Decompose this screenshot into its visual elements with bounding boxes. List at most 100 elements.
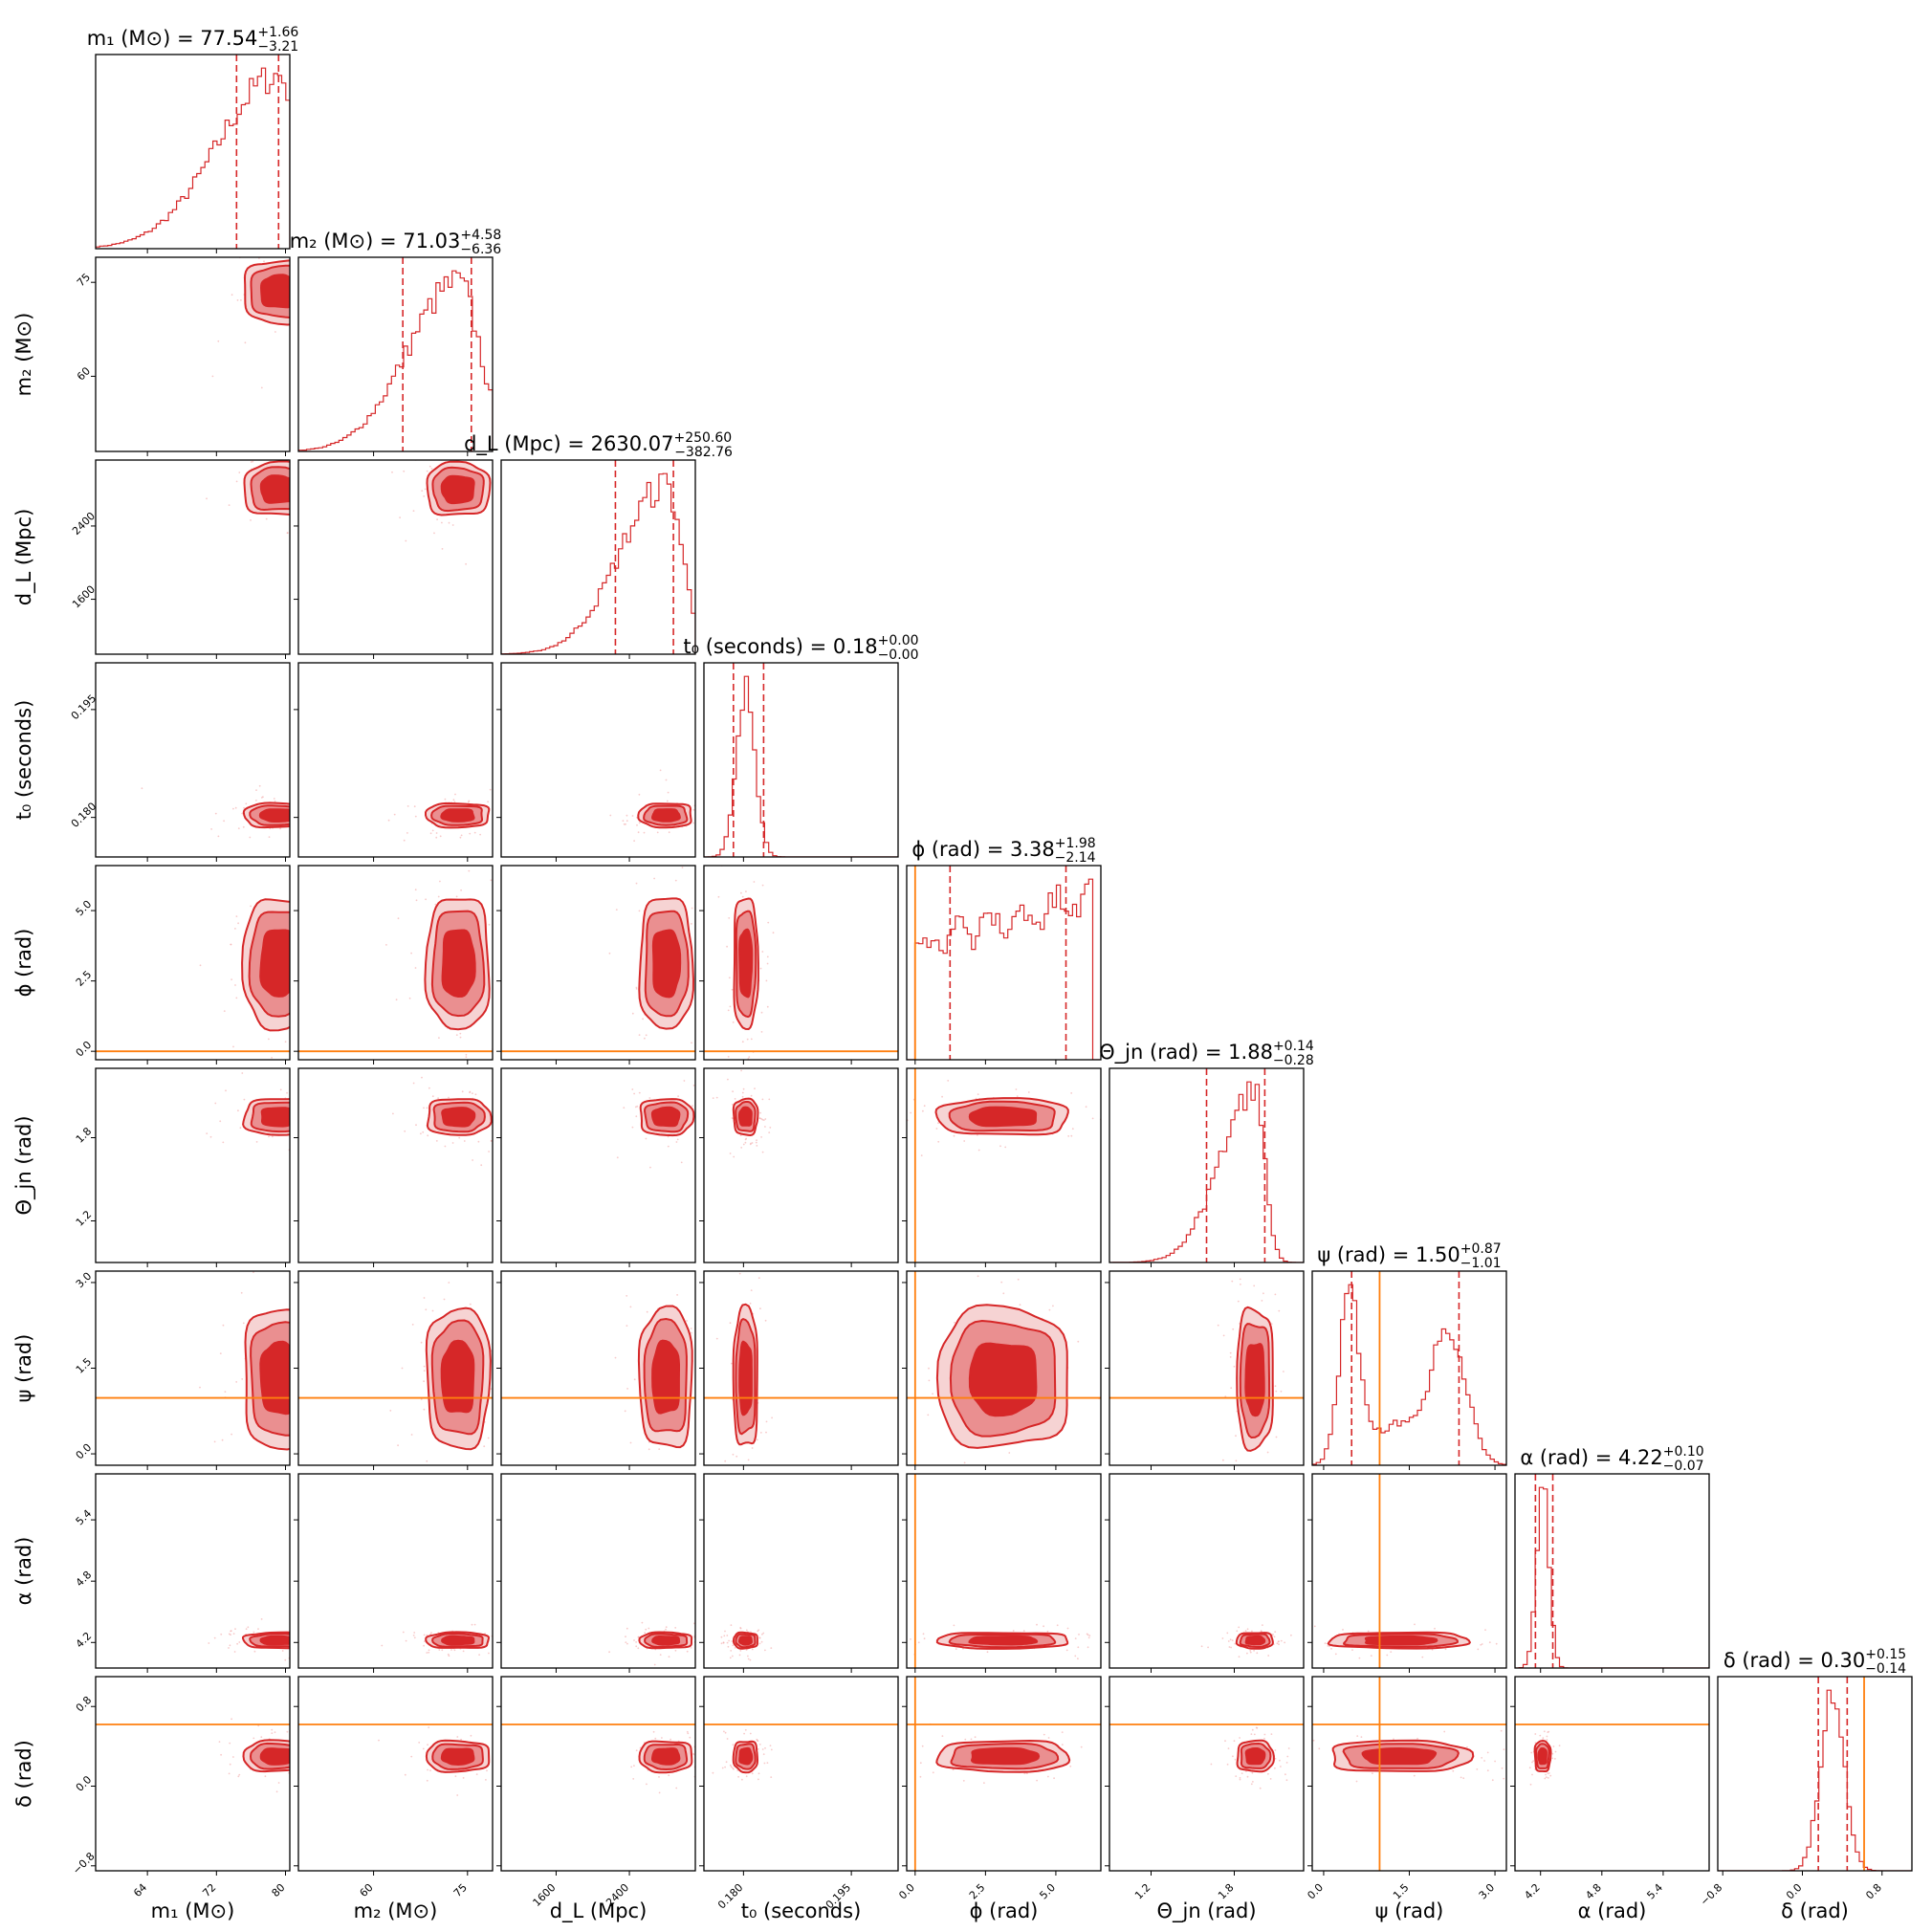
- sample-point: [1284, 1743, 1286, 1745]
- sample-point: [488, 923, 491, 926]
- sample-point: [468, 869, 471, 872]
- x-tick-label-delta: −0.8: [1698, 1881, 1724, 1908]
- sample-point: [494, 1446, 495, 1448]
- sample-point: [1253, 1733, 1256, 1736]
- sample-point: [730, 1386, 732, 1388]
- sample-point: [274, 801, 276, 802]
- sample-point: [634, 1106, 637, 1109]
- sample-point: [217, 835, 220, 838]
- sample-point: [986, 1651, 989, 1654]
- panel-frame: [1514, 1473, 1710, 1669]
- sample-point: [235, 480, 238, 483]
- sample-point: [622, 820, 625, 823]
- sample-point: [900, 1758, 902, 1760]
- sample-point: [732, 1767, 734, 1769]
- sample-point: [468, 800, 471, 802]
- sample-point: [520, 1777, 522, 1779]
- sample-point: [402, 1631, 405, 1634]
- sample-point: [291, 1630, 293, 1632]
- sample-point: [452, 799, 455, 801]
- sample-point: [1274, 1757, 1277, 1760]
- sample-point: [736, 1769, 739, 1771]
- x-tick-label-m2: 60: [358, 1881, 376, 1899]
- sample-point: [486, 1769, 488, 1772]
- sample-point: [231, 294, 233, 296]
- panel-frame: [906, 1067, 1102, 1263]
- sample-point: [648, 1448, 650, 1451]
- sample-point: [1431, 1648, 1434, 1651]
- sample-point: [317, 489, 318, 491]
- sample-point: [260, 1618, 263, 1620]
- sample-point: [299, 295, 301, 296]
- sample-point: [238, 1773, 241, 1776]
- y-tick-label-dL: 2400: [70, 510, 98, 538]
- sample-point: [343, 1424, 345, 1426]
- sample-point: [722, 1641, 725, 1644]
- sample-point: [1279, 1247, 1281, 1249]
- sample-point: [633, 1765, 635, 1767]
- sample-point: [726, 1641, 729, 1644]
- sample-point: [478, 1654, 480, 1656]
- sample-point: [1232, 1755, 1234, 1758]
- sample-point: [311, 1752, 313, 1754]
- sample-point: [315, 927, 317, 929]
- sample-point: [324, 492, 326, 494]
- sample-point: [1356, 1735, 1359, 1737]
- sample-point: [1306, 1637, 1308, 1639]
- sample-point: [746, 1038, 749, 1041]
- sample-point: [318, 988, 319, 990]
- sample-point: [318, 1772, 320, 1774]
- sample-point: [479, 833, 481, 836]
- histogram-phi: [907, 878, 1101, 1060]
- sample-point: [461, 1090, 464, 1093]
- sample-point: [655, 1248, 657, 1250]
- sample-point: [1245, 1770, 1247, 1772]
- sample-point: [928, 1367, 930, 1370]
- sample-point: [638, 822, 641, 824]
- sample-point: [340, 534, 341, 536]
- sample-point: [293, 1756, 295, 1758]
- sample-point: [645, 1137, 648, 1140]
- sample-point: [1500, 1729, 1503, 1732]
- sample-point: [260, 386, 263, 389]
- contour-inner: [441, 1635, 475, 1646]
- sample-point: [697, 925, 699, 927]
- sample-point: [498, 506, 500, 508]
- sample-point: [362, 1631, 363, 1633]
- x-axis-label-m2: m₂ (M⊙): [354, 1899, 438, 1922]
- sample-point: [1547, 1635, 1548, 1636]
- sample-point: [1253, 1484, 1255, 1486]
- sample-point: [760, 1136, 762, 1138]
- sample-point: [208, 1642, 210, 1644]
- sample-point: [435, 832, 438, 834]
- sample-point: [495, 476, 497, 478]
- sample-point: [263, 260, 265, 263]
- sample-point: [707, 1639, 709, 1641]
- sample-point: [764, 1319, 767, 1322]
- sample-point: [1085, 1106, 1087, 1109]
- sample-point: [222, 1324, 225, 1327]
- sample-point: [338, 1643, 340, 1645]
- sample-point: [729, 1322, 732, 1325]
- sample-point: [728, 977, 731, 979]
- sample-point: [921, 1745, 924, 1747]
- sample-point: [1113, 1633, 1115, 1635]
- sample-point: [301, 1098, 303, 1100]
- sample-point: [395, 999, 398, 1001]
- sample-point: [418, 1742, 421, 1744]
- sample-point: [485, 1779, 487, 1781]
- sample-point: [1267, 1655, 1270, 1657]
- sample-point: [1547, 1777, 1549, 1779]
- sample-point: [1230, 1387, 1233, 1390]
- sample-point: [487, 1437, 490, 1439]
- sample-point: [281, 1527, 283, 1529]
- sample-point: [727, 1056, 730, 1058]
- sample-point: [460, 834, 463, 837]
- sample-point: [423, 1107, 425, 1109]
- sample-point: [314, 1329, 316, 1331]
- sample-point: [316, 1017, 318, 1019]
- panel-frame: [500, 1676, 696, 1872]
- sample-point: [676, 1138, 679, 1141]
- sample-point: [506, 1627, 508, 1629]
- sample-point: [1486, 1769, 1489, 1772]
